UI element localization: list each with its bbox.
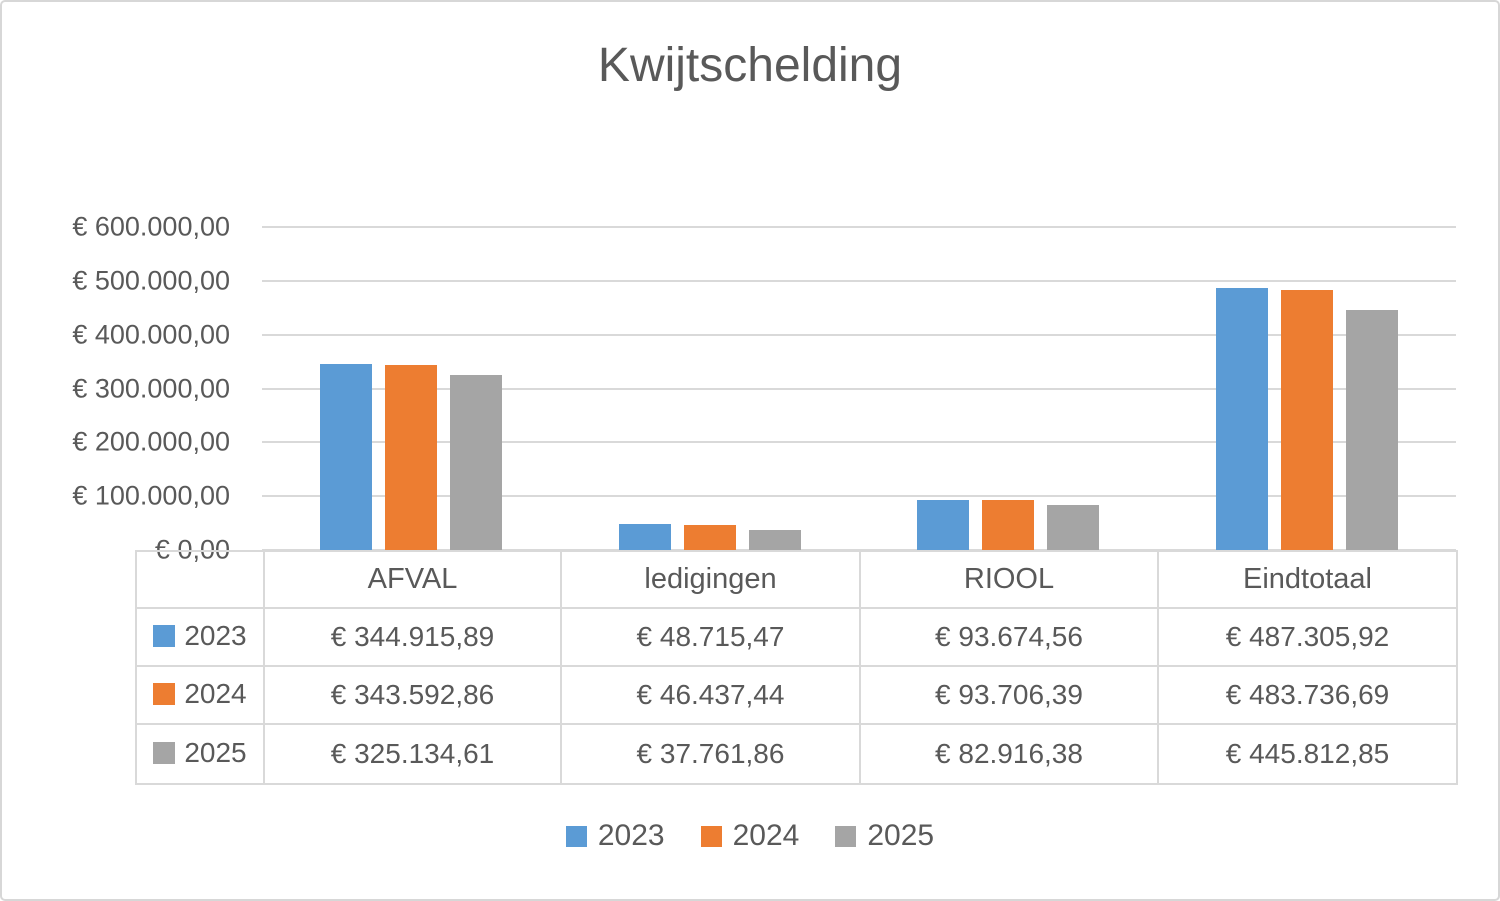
bar-2025-ledigingen [748, 529, 801, 550]
bar-2024-ledigingen [683, 525, 736, 550]
bar-group-AFVAL [262, 227, 561, 550]
table-value-cell: € 37.761,86 [560, 723, 861, 785]
bar-group-Eindtotaal [1158, 227, 1457, 550]
series-key-label: 2025 [184, 737, 247, 768]
y-axis-tick-label: € 500.000,00 [72, 265, 230, 296]
table-value-cell: € 82.916,38 [859, 723, 1159, 785]
bar-2025-RIOOL [1047, 505, 1100, 550]
series-key-swatch-icon [153, 625, 176, 647]
series-key-swatch-icon [153, 683, 176, 705]
chart-title: Kwijtschelding [597, 39, 903, 92]
table-value-cell: € 483.736,69 [1157, 665, 1458, 725]
legend-swatch-icon [565, 825, 587, 847]
series-key-cell: 2023 [135, 607, 265, 667]
series-key-swatch-icon [153, 742, 176, 764]
series-key-cell: 2025 [135, 723, 265, 785]
plot-area [262, 226, 1456, 551]
bar-2024-RIOOL [982, 499, 1035, 550]
table-row-2025: 2025 € 325.134,61 € 37.761,86 € 82.916,38 € … [135, 723, 1458, 785]
bar-2024-AFVAL [385, 365, 438, 550]
table-value-cell: € 343.592,86 [263, 665, 562, 725]
bar-2023-AFVAL [320, 364, 373, 550]
gridline [262, 279, 1456, 282]
bar-2023-Eindtotaal [1215, 287, 1268, 550]
bar-groups [262, 227, 1456, 550]
legend-label: 2024 [732, 819, 800, 852]
legend-item-2025: 2025 [835, 819, 934, 853]
table-header-Eindtotaal: Eindtotaal [1157, 550, 1458, 609]
legend-label: 2025 [867, 819, 935, 852]
table-value-cell: € 445.812,85 [1157, 723, 1458, 785]
series-key-cell: 2024 [135, 665, 265, 725]
legend-item-2023: 2023 [565, 819, 665, 853]
gridline [262, 495, 1456, 498]
bar-2023-RIOOL [917, 499, 970, 550]
data-table-body: 2023 € 344.915,89 € 48.715,47 € 93.674,56 € … [135, 607, 1458, 785]
legend-item-2024: 2024 [700, 819, 800, 853]
gridline [262, 226, 1456, 228]
y-axis-tick-label: € 200.000,00 [72, 426, 230, 457]
table-value-cell: € 487.305,92 [1157, 607, 1458, 667]
table-value-cell: € 93.674,56 [859, 607, 1159, 667]
table-value-cell: € 344.915,89 [263, 607, 562, 667]
bar-group-ledigingen [561, 227, 860, 550]
y-axis-tick-label: € 100.000,00 [72, 480, 230, 511]
y-axis-tick-label: € 600.000,00 [72, 211, 230, 242]
bar-2024-Eindtotaal [1280, 289, 1333, 550]
gridline [262, 441, 1456, 444]
table-value-cell: € 93.706,39 [859, 665, 1159, 725]
table-value-cell: € 48.715,47 [560, 607, 861, 667]
table-header-ledigingen: ledigingen [560, 550, 861, 609]
gridline [262, 387, 1456, 390]
series-key-label: 2024 [184, 678, 247, 709]
table-blank-cell [135, 550, 265, 609]
bar-2023-ledigingen [618, 523, 671, 550]
data-table: AFVAL ledigingen RIOOL Eindtotaal 2023 € 344… [135, 550, 1458, 785]
gridline [262, 549, 1456, 551]
table-value-cell: € 325.134,61 [263, 723, 562, 785]
gridline [262, 333, 1456, 336]
y-axis: € 600.000,00 € 500.000,00 € 400.000,00 € 30… [2, 212, 230, 565]
bar-2025-Eindtotaal [1345, 310, 1398, 550]
legend-swatch-icon [700, 825, 722, 847]
table-row-2024: 2024 € 343.592,86 € 46.437,44 € 93.706,39 € … [135, 665, 1458, 725]
legend-swatch-icon [835, 825, 857, 847]
table-header-AFVAL: AFVAL [263, 550, 562, 609]
table-value-cell: € 46.437,44 [560, 665, 861, 725]
y-axis-tick-label: € 300.000,00 [72, 373, 230, 403]
series-key-label: 2023 [184, 620, 247, 651]
table-row-2023: 2023 € 344.915,89 € 48.715,47 € 93.674,56 € … [135, 607, 1458, 667]
data-table-header: AFVAL ledigingen RIOOL Eindtotaal [135, 550, 1458, 609]
y-axis-tick-label: € 400.000,00 [72, 319, 230, 350]
bar-2025-AFVAL [450, 374, 503, 550]
bar-group-RIOOL [859, 227, 1158, 550]
table-header-RIOOL: RIOOL [859, 550, 1159, 609]
chart-legend: 2023 2024 2025 [2, 819, 1498, 853]
legend-label: 2023 [597, 819, 665, 852]
